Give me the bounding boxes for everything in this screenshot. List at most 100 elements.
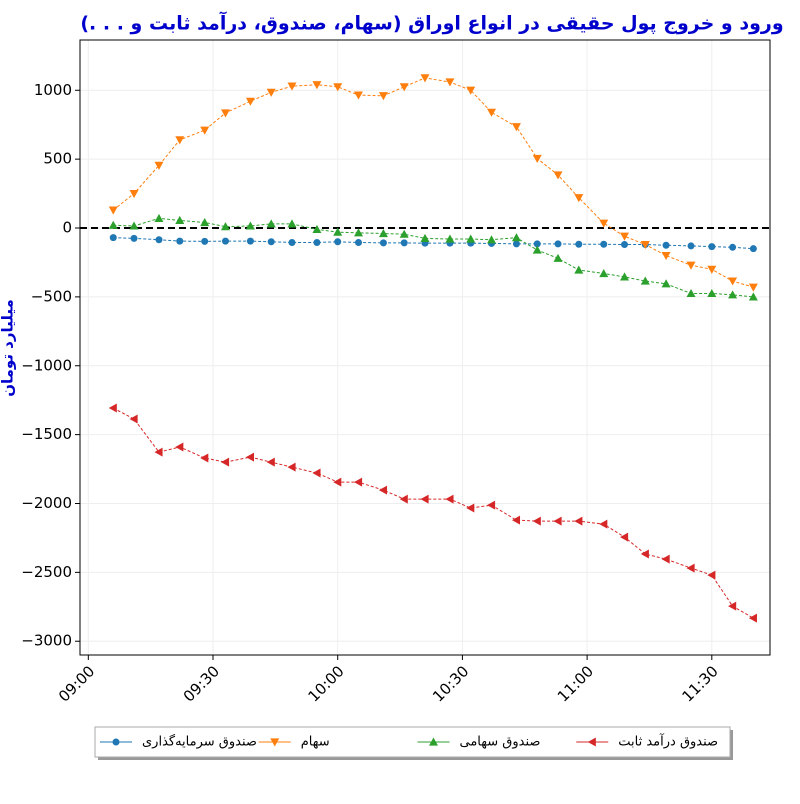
marker [108,220,118,229]
y-axis-label: میلیارد تومان [0,299,17,397]
marker [333,227,343,236]
marker [353,91,363,100]
marker [313,238,321,246]
marker [200,453,209,463]
marker [574,516,583,526]
legend-marker [270,738,280,747]
marker [445,78,455,87]
y-tick-label: 1000 [34,81,72,99]
marker [687,242,695,250]
y-tick-label: −2500 [21,563,72,581]
marker [532,245,542,254]
marker [220,109,230,118]
marker [749,245,757,253]
marker [175,136,185,145]
marker [221,237,229,245]
marker [708,243,716,251]
marker [312,81,322,90]
marker [266,88,276,97]
marker [661,279,671,288]
legend-box [94,726,731,758]
marker [245,452,255,462]
marker [312,468,321,478]
marker [399,494,408,504]
marker [620,272,630,281]
marker [353,477,363,487]
marker [511,515,521,525]
chart-title: ورود و خروج پول حقیقی در انواع اوراق (سه… [80,11,783,35]
marker [108,403,117,413]
legend-marker [587,737,596,747]
marker [621,241,629,249]
marker [574,194,584,203]
marker [686,288,696,298]
marker [533,240,541,248]
marker [200,218,210,227]
x-tick-label: 11:30 [679,662,722,705]
x-tick-label: 09:00 [55,662,98,705]
marker [399,229,409,238]
legend-marker [429,737,438,746]
marker [378,229,388,238]
marker [466,234,476,243]
plot-frame [79,39,771,656]
marker [378,485,388,495]
marker [511,123,521,132]
series-line [113,217,754,298]
y-tick-label: 500 [43,150,72,168]
marker [466,503,475,513]
marker [661,251,671,261]
marker [154,161,164,170]
marker [707,570,716,580]
marker [175,215,185,225]
marker [175,442,184,452]
x-tick-label: 11:00 [554,662,597,705]
marker [176,237,184,245]
marker [287,462,296,472]
marker [129,414,138,424]
marker [512,240,520,248]
marker [220,457,230,467]
series-line [113,407,754,619]
marker [686,261,696,270]
marker [640,240,650,250]
marker [245,221,255,230]
marker [287,219,297,228]
marker [129,189,139,199]
marker [129,221,139,230]
marker [553,516,562,526]
marker [532,516,541,526]
marker [420,494,429,504]
marker [333,477,342,487]
legend-marker [112,738,120,746]
marker [511,233,521,242]
marker [400,239,408,247]
marker [201,237,209,245]
marker [640,549,649,559]
marker [728,290,738,299]
marker [532,154,542,163]
legend-label: صندوق سرمایه‌گذاری [142,734,257,750]
x-tick-label: 09:30 [180,662,223,705]
marker [620,232,630,241]
marker [267,238,275,246]
marker [220,222,230,231]
marker [599,268,609,278]
marker [154,213,164,222]
marker [245,97,255,106]
marker [748,283,758,292]
marker [420,74,430,83]
marker [154,447,163,457]
marker [334,238,342,246]
marker [575,240,583,248]
legend-label: صندوق درآمد ثابت [618,733,718,750]
y-tick-label: −2000 [21,494,72,512]
y-tick-label: 0 [62,219,72,237]
legend-label: صندوق سهامی [460,735,541,750]
marker [466,86,476,95]
marker [553,253,563,262]
x-tick-label: 10:00 [304,662,347,705]
marker [686,563,695,573]
marker [729,243,737,251]
